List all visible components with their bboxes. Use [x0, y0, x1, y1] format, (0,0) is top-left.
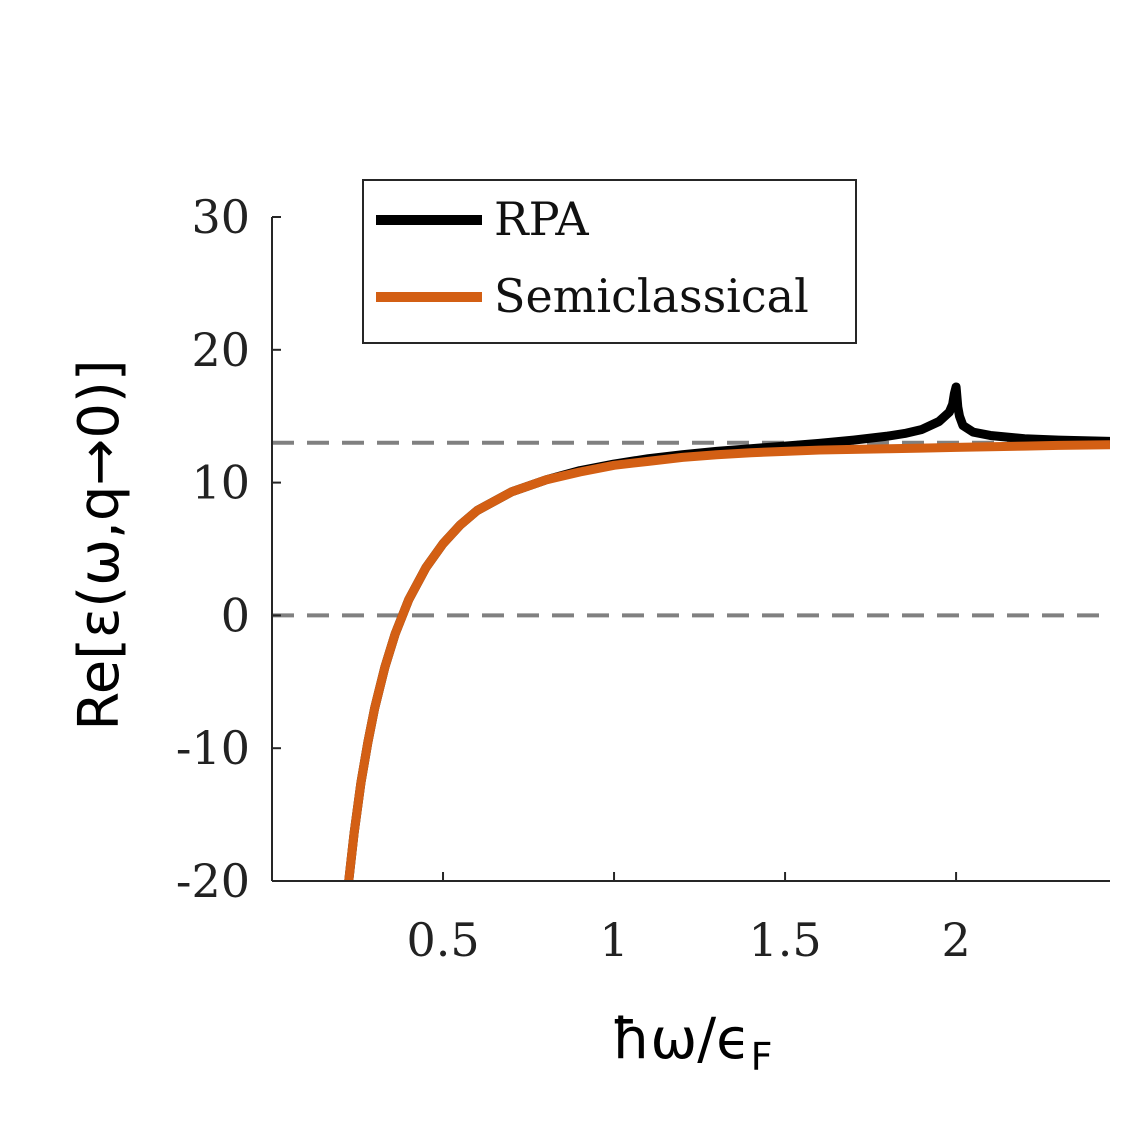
- x-tick-label: 2: [941, 913, 970, 967]
- series-line-semiclassical: [344, 440, 1110, 881]
- y-tick-label: 30: [191, 190, 250, 244]
- reference-lines: [272, 440, 1110, 618]
- y-axis-label: Re[ε(ω,q→0)]: [67, 359, 132, 730]
- legend-label-semiclassical: Semiclassical: [494, 269, 809, 323]
- y-tick-label: 10: [191, 456, 250, 510]
- axis-labels: ħω/ϵF Re[ε(ω,q→0)]: [67, 359, 772, 1079]
- x-tick-label: 1.5: [748, 913, 821, 967]
- y-tick-label: -10: [176, 721, 250, 775]
- y-tick-label: 0: [221, 588, 250, 642]
- x-axis-label: ħω/ϵF: [612, 1007, 773, 1079]
- legend-label-rpa: RPA: [494, 192, 589, 246]
- legend: RPA Semiclassical: [362, 179, 857, 344]
- legend-box: [362, 179, 857, 344]
- x-axis-label-main: ħω/ϵ: [612, 1007, 751, 1072]
- axes: -20 -10 0 10 20 30 0.5 1 1.5 2: [176, 190, 1110, 967]
- y-tick-label: 20: [191, 323, 250, 377]
- y-tick-label: -20: [176, 854, 250, 908]
- series-line-rpa: [344, 382, 1110, 881]
- series-layer: [344, 382, 1110, 881]
- x-tick-label: 1: [599, 913, 628, 967]
- x-tick-label: 0.5: [406, 913, 479, 967]
- x-axis-label-subscript: F: [751, 1035, 773, 1079]
